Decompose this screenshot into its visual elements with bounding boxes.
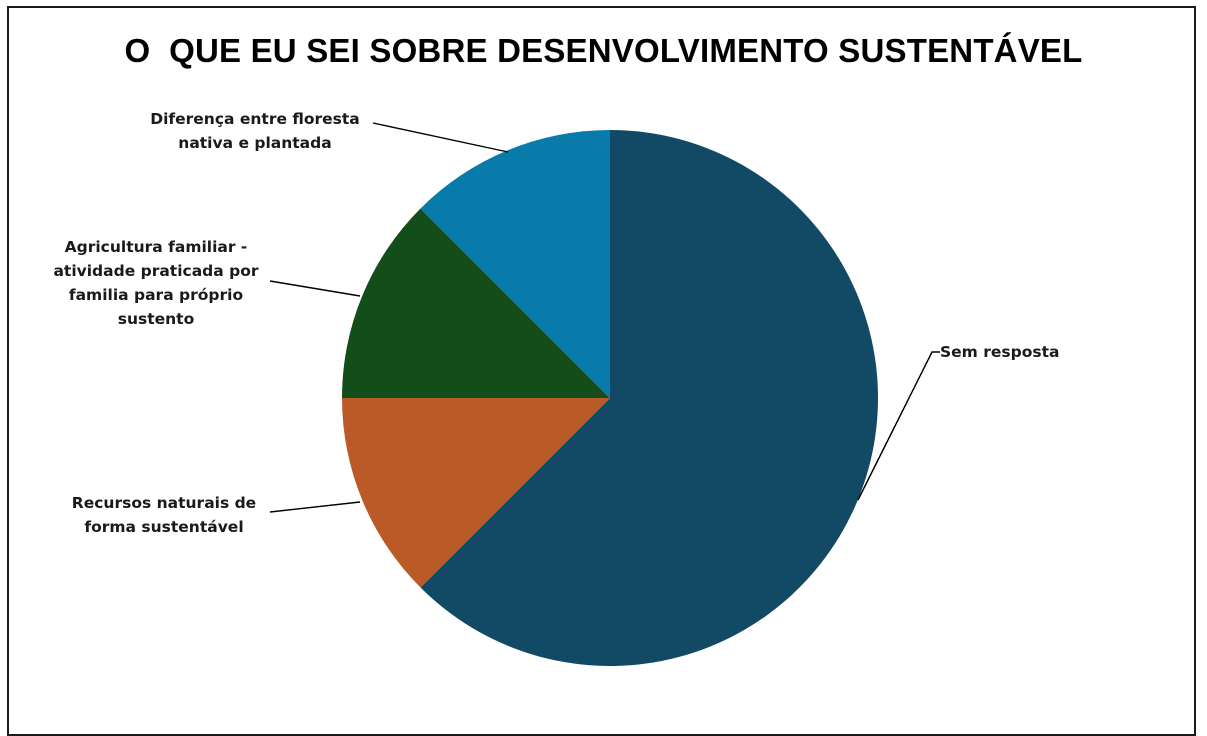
leader-line-agricultura-familiar-atividade-praticada	[269, 280, 361, 297]
slice-label-line: Recursos naturais de	[72, 494, 256, 512]
pie-slice-agricultura-familiar-atividade-praticada	[342, 208, 610, 398]
slice-label-line: forma sustentável	[84, 518, 243, 536]
slice-label-sem-resposta: Sem resposta	[940, 343, 1059, 361]
slice-label-line: Diferença entre floresta	[150, 110, 360, 128]
leader-line-sem-resposta	[857, 351, 940, 501]
slice-label-line: familia para próprio	[69, 286, 243, 304]
chart-title: O QUE EU SEI SOBRE DESENVOLVIMENTO SUSTE…	[124, 32, 1083, 69]
pie-slice-sem-resposta	[420, 130, 879, 667]
leader-line-recursos-naturais-de-forma-sustentavel	[269, 501, 361, 513]
pie-slice-recursos-naturais-de-forma-sustentavel	[342, 398, 610, 588]
pie-slice-diferenca-entre-floresta-nativa-e-planta	[420, 130, 610, 398]
slice-label-line: Agricultura familiar -	[65, 238, 248, 256]
slice-label-line: atividade praticada por	[53, 262, 258, 280]
slice-label-diferenca-entre-floresta-nativa-e-planta: Diferença entre floresta nativa e plantad…	[150, 110, 360, 152]
slice-label-line: nativa e plantada	[178, 134, 331, 152]
slice-label-line: Sem resposta	[940, 343, 1059, 361]
slice-label-agricultura-familiar-atividade-praticada: Agricultura familiar - atividade praticad…	[53, 238, 258, 328]
slice-label-recursos-naturais-de-forma-sustentavel: Recursos naturais de forma sustentável	[72, 494, 256, 536]
slice-label-line: sustento	[118, 310, 195, 328]
leader-line-diferenca-entre-floresta-nativa-e-planta	[372, 122, 509, 153]
